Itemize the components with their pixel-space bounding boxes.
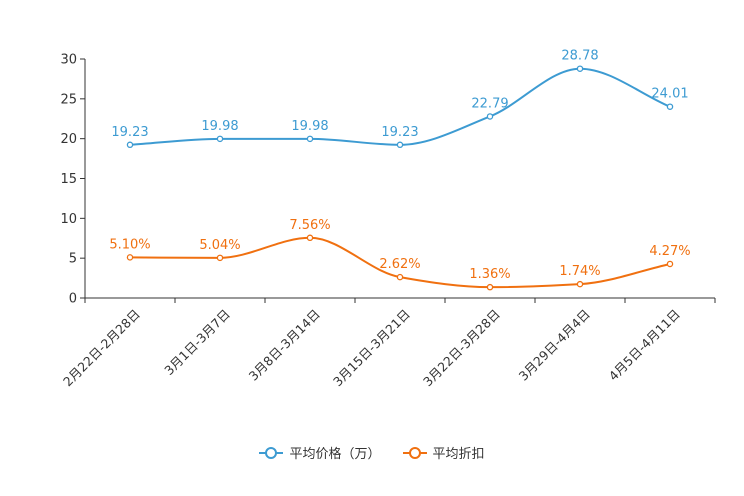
y-tick-label: 20 [60, 132, 77, 147]
data-point-average-price[interactable] [306, 135, 314, 143]
y-tick-label: 10 [60, 212, 77, 227]
data-point-average-discount[interactable] [126, 254, 134, 261]
legend-item-average-price[interactable]: 平均价格（万） [259, 443, 381, 462]
data-point-average-price[interactable] [216, 135, 224, 143]
x-tick-label: 3月29日-4月4日 [516, 306, 593, 383]
data-point-average-discount[interactable] [486, 283, 494, 291]
legend-label-average-price: 平均价格（万） [289, 447, 381, 462]
x-tick-label: 2月22日-2月28日 [60, 306, 143, 389]
legend-label-average-discount: 平均折扣 [432, 447, 485, 462]
data-label-average-price: 19.23 [381, 125, 418, 140]
x-tick-label: 3月22日-3月28日 [420, 306, 503, 389]
x-tick-label: 3月1日-3月7日 [161, 306, 233, 378]
data-label-average-price: 24.01 [651, 87, 688, 102]
data-label-average-discount: 1.36% [469, 267, 510, 282]
data-label-average-discount: 1.74% [559, 264, 600, 279]
data-point-average-discount[interactable] [216, 254, 224, 262]
legend-marker-average-price [259, 446, 284, 460]
y-tick-label: 30 [60, 53, 77, 68]
axes: 0 5 10 15 20 25 30 2月22日-2月28日 3月1日-3月7日 3月8日-3月1… [60, 53, 716, 389]
data-label-average-price: 28.78 [561, 49, 598, 64]
y-tick-label: 5 [69, 252, 77, 267]
x-tick-label: 3月15日-3月21日 [330, 306, 413, 389]
data-point-average-price[interactable] [396, 141, 404, 149]
data-point-average-discount[interactable] [306, 234, 314, 242]
data-label-average-discount: 5.10% [109, 237, 150, 252]
data-label-average-discount: 2.62% [379, 257, 420, 272]
data-label-average-discount: 7.56% [289, 218, 330, 233]
data-point-average-discount[interactable] [666, 260, 674, 268]
data-point-average-price[interactable] [576, 65, 584, 72]
y-tick-label: 25 [60, 92, 77, 107]
legend-item-average-discount[interactable]: 平均折扣 [402, 443, 485, 462]
data-point-average-discount[interactable] [396, 273, 404, 281]
x-tick-label: 3月8日-3月14日 [246, 306, 323, 383]
data-point-average-price[interactable] [666, 103, 674, 110]
data-label-average-discount: 5.04% [199, 238, 240, 253]
data-label-average-discount: 4.27% [649, 244, 690, 259]
y-tick-label: 15 [60, 172, 77, 187]
data-label-average-price: 19.98 [291, 119, 328, 134]
data-label-average-price: 19.23 [111, 125, 148, 140]
x-tick-label: 4月5日-4月11日 [606, 306, 683, 383]
data-point-average-discount[interactable] [576, 280, 584, 288]
y-tick-label: 0 [69, 292, 77, 307]
series-layer: 19.23 19.98 19.98 19.23 22.79 28.78 24.01 5.10%… [109, 49, 691, 291]
legend-marker-average-discount [402, 446, 427, 460]
data-label-average-price: 22.79 [471, 96, 508, 111]
data-point-average-price[interactable] [486, 113, 494, 120]
data-label-average-price: 19.98 [201, 119, 238, 134]
data-point-average-price[interactable] [126, 141, 134, 149]
legend: 平均价格（万） 平均折扣 [0, 443, 744, 462]
